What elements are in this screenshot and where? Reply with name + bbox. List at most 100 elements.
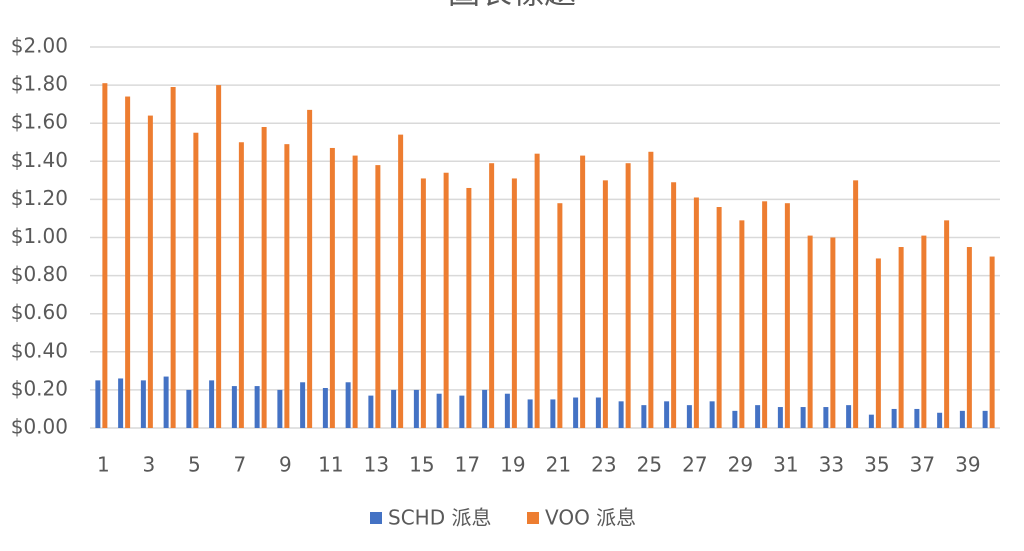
bar: [739, 220, 745, 428]
bar: [898, 247, 904, 428]
bar: [595, 397, 601, 428]
bar: [618, 401, 624, 428]
y-tick-label: $0.20: [11, 376, 68, 400]
x-tick-label: 37: [910, 453, 935, 477]
bar: [716, 207, 722, 428]
bar: [193, 132, 199, 428]
bar: [762, 201, 768, 428]
bar: [300, 382, 306, 428]
bar: [118, 378, 124, 428]
bar: [777, 407, 783, 428]
x-tick-label: 23: [591, 453, 616, 477]
legend-label: VOO 派息: [545, 506, 636, 530]
bar: [125, 96, 131, 428]
bar: [784, 203, 790, 428]
x-tick-label: 35: [864, 453, 889, 477]
bar: [914, 408, 920, 428]
chart-title: 圖表標題: [448, 0, 576, 11]
bar: [527, 399, 533, 428]
bar: [580, 155, 586, 428]
bar: [489, 163, 495, 428]
bar: [238, 142, 244, 428]
y-tick-label: $2.00: [11, 34, 68, 58]
y-tick-label: $1.20: [11, 186, 68, 210]
bar: [671, 182, 677, 428]
y-tick-label: $0.80: [11, 262, 68, 286]
x-tick-label: 13: [364, 453, 389, 477]
x-tick-label: 33: [819, 453, 844, 477]
bar: [345, 382, 351, 428]
x-tick-label: 17: [455, 453, 480, 477]
bar: [868, 414, 874, 428]
x-tick-label: 11: [318, 453, 343, 477]
bar: [436, 393, 442, 428]
legend-swatch: [370, 512, 382, 524]
bar: [557, 203, 563, 428]
bar: [284, 144, 290, 428]
bar: [443, 172, 449, 428]
bar: [375, 165, 381, 429]
bar: [95, 380, 101, 428]
bar: [413, 389, 419, 428]
bar: [602, 180, 608, 428]
bar: [277, 389, 283, 428]
bar: [352, 155, 358, 428]
bar: [322, 387, 328, 428]
bar: [830, 237, 836, 428]
bar: [989, 256, 995, 428]
bar: [307, 109, 313, 429]
bar: [163, 376, 169, 428]
bar: [937, 412, 943, 428]
bar: [147, 115, 153, 428]
x-tick-label: 5: [188, 453, 201, 477]
x-tick-label: 39: [955, 453, 980, 477]
bar: [482, 389, 488, 428]
bar: [140, 380, 146, 428]
bar: [504, 393, 510, 428]
bar: [216, 85, 222, 428]
bar: [420, 178, 426, 428]
y-tick-label: $0.00: [11, 415, 68, 439]
bar: [231, 386, 237, 428]
y-tick-label: $1.80: [11, 72, 68, 96]
bar: [982, 410, 988, 428]
bar: [664, 401, 670, 428]
bar: [261, 127, 267, 428]
bar: [800, 407, 806, 428]
bar: [573, 397, 579, 428]
x-tick-label: 9: [279, 453, 292, 477]
x-tick-label: 15: [409, 453, 434, 477]
bar: [823, 407, 829, 428]
bar: [693, 197, 699, 428]
bar: [966, 247, 972, 428]
x-tick-label: 27: [682, 453, 707, 477]
y-tick-label: $1.40: [11, 148, 68, 172]
bar: [511, 178, 517, 428]
bar: [853, 180, 859, 428]
bar: [391, 389, 397, 428]
x-tick-label: 31: [773, 453, 798, 477]
bar: [755, 405, 761, 428]
x-tick-label: 21: [546, 453, 571, 477]
bar: [921, 235, 927, 428]
bar: [846, 405, 852, 428]
x-tick-label: 1: [97, 453, 110, 477]
bar: [732, 410, 738, 428]
legend-swatch: [527, 512, 539, 524]
legend-label: SCHD 派息: [388, 506, 491, 530]
bar: [102, 83, 108, 428]
bar: [368, 395, 374, 428]
y-tick-label: $0.60: [11, 300, 68, 324]
bar: [398, 134, 404, 428]
bar: [875, 258, 881, 428]
bar: [186, 389, 192, 428]
bar: [959, 410, 965, 428]
x-tick-label: 3: [143, 453, 156, 477]
bar: [550, 399, 556, 428]
x-tick-label: 25: [637, 453, 662, 477]
x-tick-label: 19: [500, 453, 525, 477]
bar: [686, 405, 692, 428]
bar: [329, 147, 335, 428]
bar: [807, 235, 813, 428]
